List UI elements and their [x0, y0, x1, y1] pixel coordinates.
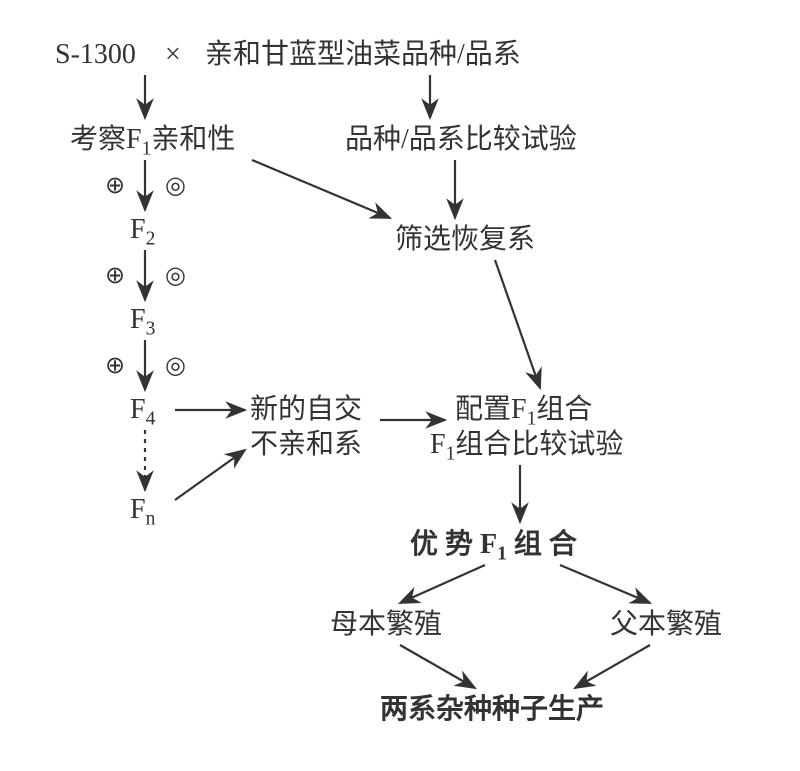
- node-parentLine: 亲和甘蓝型油菜品种/品系: [205, 40, 521, 71]
- node-sym12b: ◎: [165, 173, 186, 199]
- node-newSI2: 不亲和系: [250, 430, 362, 461]
- node-screenRest: 筛选恢复系: [395, 225, 535, 256]
- arrow: [400, 645, 475, 688]
- node-advF1: 优 势 F1 组 合: [410, 530, 577, 565]
- node-sym12: ⊕: [105, 173, 125, 199]
- arrow: [495, 260, 540, 388]
- node-newSI1: 新的自交: [250, 395, 362, 426]
- node-varCompare: 品种/品系比较试验: [345, 125, 577, 156]
- node-seedProd: 两系杂种种子生产: [380, 695, 604, 726]
- node-f3: F3: [130, 305, 155, 340]
- node-cfgF1a: 配置F1组合: [455, 395, 592, 430]
- node-fn: Fn: [130, 495, 155, 530]
- node-f1compat: 考察F1亲和性: [70, 125, 235, 160]
- node-cross_x: ×: [165, 40, 181, 71]
- arrow: [560, 565, 650, 603]
- node-f4: F4: [130, 395, 155, 430]
- arrow: [175, 450, 245, 500]
- node-sym23: ⊕: [105, 263, 125, 289]
- arrow: [400, 565, 485, 603]
- node-sym23b: ◎: [165, 263, 186, 289]
- node-sym34: ⊕: [105, 353, 125, 379]
- node-s1300: S-1300: [55, 40, 136, 71]
- node-cfgF1b: F1组合比较试验: [430, 430, 623, 465]
- node-father: 父本繁殖: [610, 610, 722, 641]
- node-sym34b: ◎: [165, 353, 186, 379]
- node-mother: 母本繁殖: [330, 610, 442, 641]
- node-f2: F2: [130, 215, 155, 250]
- arrow: [575, 645, 650, 688]
- arrows-layer: [0, 0, 800, 771]
- arrow: [252, 160, 390, 218]
- diagram-stage: S-1300 × 亲和甘蓝型油菜品种/品系考察F1亲和性 品种/品系比较试验 ⊕ ◎ F2 筛…: [0, 0, 800, 771]
